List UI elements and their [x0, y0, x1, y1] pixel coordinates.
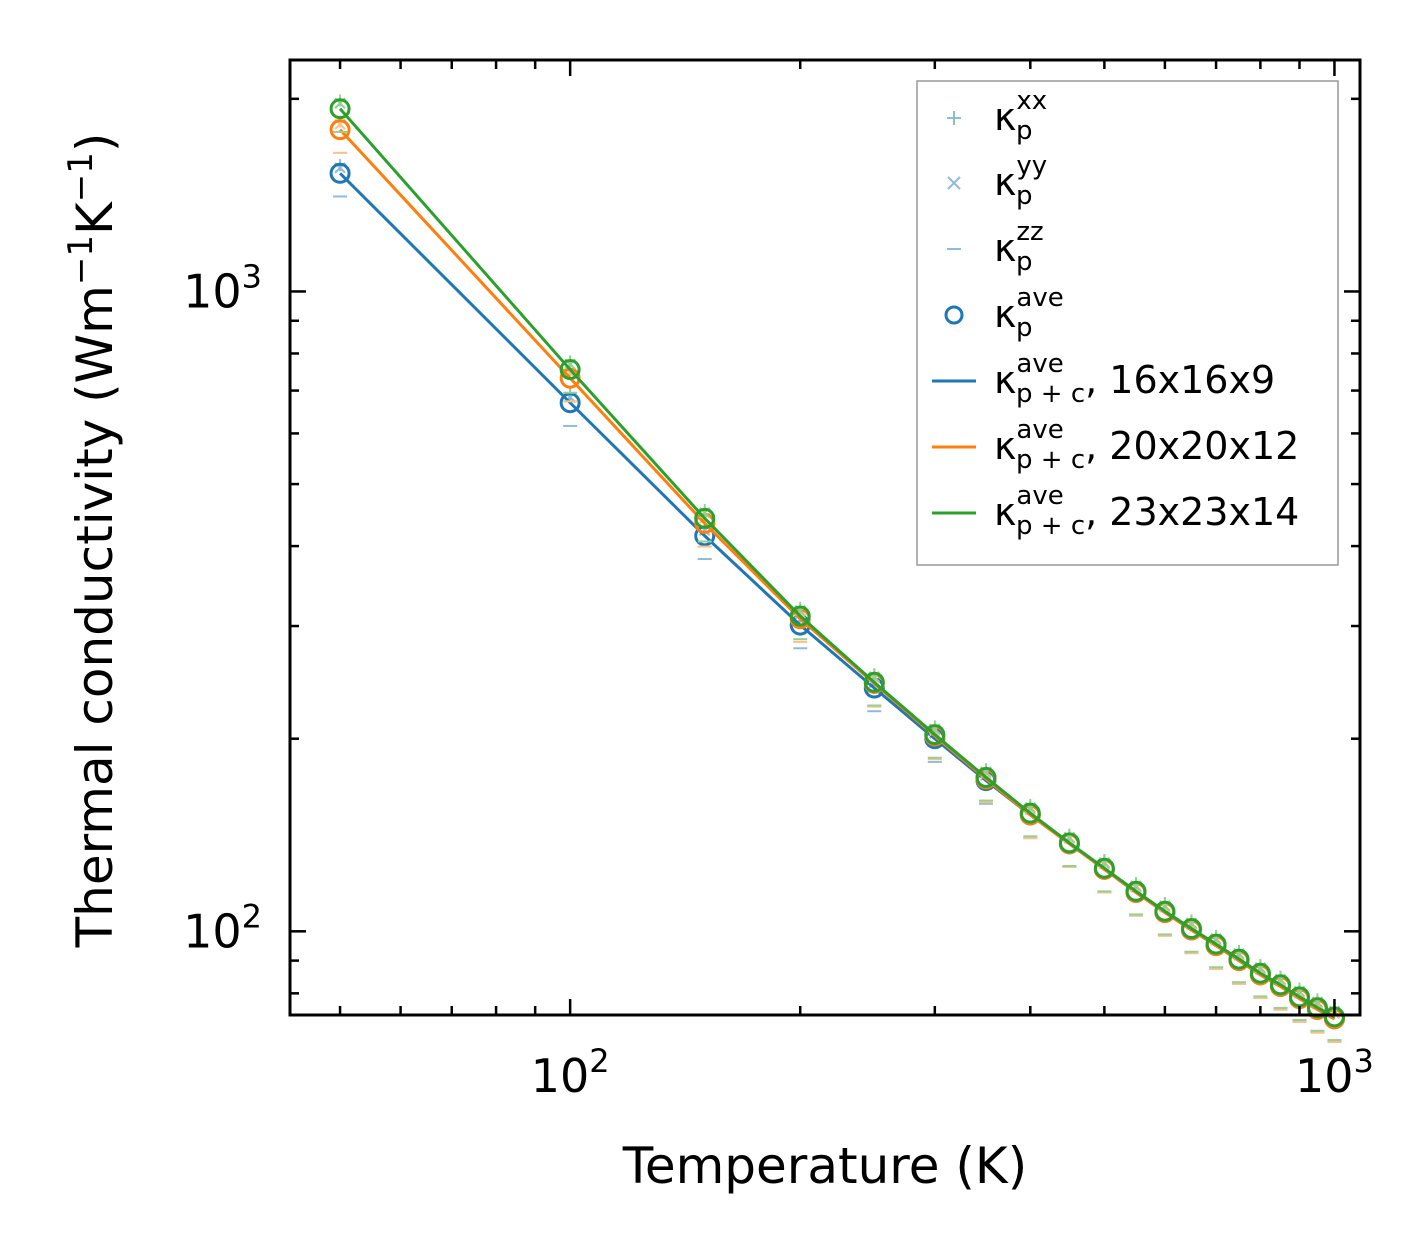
legend-sup: yy [1016, 151, 1047, 181]
kave-marker [1249, 962, 1271, 984]
y-tick-base: 10 [183, 904, 242, 958]
x-tick-label: 102 [531, 1042, 610, 1103]
kave-marker [975, 766, 997, 788]
y-axis-label-end: ) [66, 133, 124, 153]
legend-sup: ave [1016, 283, 1063, 313]
kave-marker [694, 507, 716, 529]
legend-suffix: , 16x16x9 [1085, 358, 1275, 402]
legend-sup: zz [1016, 217, 1043, 247]
legend-label: κxx p [994, 86, 1047, 146]
legend-symbol: κ [994, 160, 1016, 204]
kave-marker [1180, 918, 1202, 940]
legend-symbol: κ [994, 490, 1016, 534]
kave-marker [1125, 880, 1147, 902]
kave-marker [559, 359, 581, 381]
y-axis-label-main: Thermal conductivity (Wm [66, 285, 124, 948]
legend-symbol: κ [994, 424, 1016, 468]
y-tick-exp: 3 [242, 257, 262, 295]
data-layer [329, 94, 1345, 1043]
legend-label: κave p [994, 283, 1064, 343]
legend-entry: κave p + c, 23x23x14 [932, 481, 1299, 541]
legend-sup: xx [1016, 86, 1047, 116]
legend-entry: κave p + c, 16x16x9 [932, 349, 1275, 409]
legend-entry: κzz p [947, 217, 1044, 277]
y-axis-label-sup1: −1 [61, 235, 101, 285]
legend-suffix: , 23x23x14 [1085, 490, 1299, 534]
legend-plus-icon [947, 111, 961, 125]
legend-label: κave p + c, 20x20x12 [994, 415, 1299, 475]
legend-entry: κave p [944, 283, 1064, 343]
kave-marker [1093, 857, 1115, 879]
legend-symbol: κ [994, 95, 1016, 139]
legend-symbol: κ [994, 358, 1016, 402]
kave-marker [329, 119, 351, 141]
y-axis-label-sup2: −1 [61, 152, 101, 202]
kave-marker [1228, 948, 1250, 970]
legend-entry: κave p + c, 20x20x12 [932, 415, 1299, 475]
legend-sub: p + c [1016, 511, 1085, 541]
y-tick-base: 10 [183, 264, 242, 318]
kave-marker [329, 98, 351, 120]
legend-sub: p [1016, 116, 1033, 146]
legend-label: κave p + c, 23x23x14 [994, 481, 1299, 541]
kave-marker [1288, 986, 1310, 1008]
legend-sub: p [1016, 247, 1033, 277]
legend-suffix: , 20x20x12 [1085, 424, 1299, 468]
x-tick-base: 10 [1295, 1049, 1354, 1103]
y-axis-label: Thermal conductivity (Wm−1K−1) [61, 133, 124, 949]
legend-sup: ave [1016, 349, 1063, 379]
y-axis-label-mid: K [66, 201, 124, 235]
x-tick-label: 103 [1295, 1042, 1374, 1103]
x-tick-exp: 3 [1354, 1042, 1374, 1080]
legend-box [916, 80, 1339, 566]
legend-sub: p + c [1016, 445, 1085, 475]
legend-symbol: κ [994, 292, 1016, 336]
legend-label: κzz p [994, 217, 1044, 277]
x-tick-exp: 2 [589, 1042, 609, 1080]
legend-sub: p [1016, 313, 1033, 343]
x-tick-base: 10 [531, 1049, 590, 1103]
x-axis-label: Temperature (K) [622, 1137, 1027, 1195]
legend-sub: p + c [1016, 379, 1085, 409]
kave-marker [1306, 997, 1328, 1019]
legend-cross-icon [947, 176, 961, 190]
legend-symbol: κ [994, 226, 1016, 270]
legend-circle-icon [944, 305, 964, 325]
legend-sub: p [1016, 181, 1033, 211]
kave-marker [1154, 900, 1176, 922]
kave-marker [1058, 832, 1080, 854]
kave-marker [924, 724, 946, 746]
kave-marker [1205, 933, 1227, 955]
series-23x23x14 [329, 94, 1345, 1042]
kave-marker [559, 392, 581, 414]
kave-marker [329, 162, 351, 184]
legend-sup: ave [1016, 481, 1063, 511]
kave-marker [1019, 802, 1041, 824]
y-tick-label: 102 [183, 897, 262, 958]
legend-sup: ave [1016, 415, 1063, 445]
kave-marker [1270, 974, 1292, 996]
kave-marker [863, 671, 885, 693]
legend-entry: κxx p [947, 86, 1047, 146]
legend-label: κyy p [994, 151, 1047, 211]
plot-frame [288, 58, 1362, 1017]
series-line [338, 107, 1336, 1019]
y-tick-exp: 2 [242, 897, 262, 935]
kave-marker [789, 605, 811, 627]
y-tick-label: 103 [183, 257, 262, 318]
legend-label: κave p + c, 16x16x9 [994, 349, 1275, 409]
legend-entry: κyy p [947, 151, 1047, 211]
